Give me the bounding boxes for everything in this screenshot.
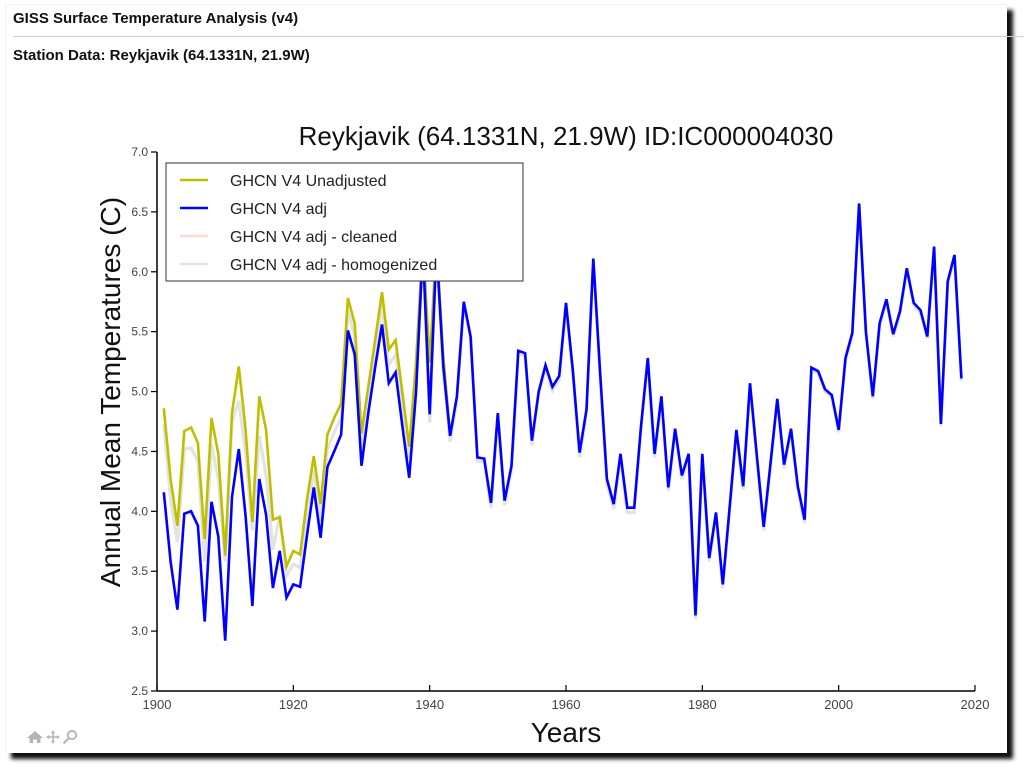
y-tick-label: 7.0 [131, 145, 148, 159]
legend-label: GHCN V4 adj [230, 201, 327, 218]
series-line-ghcn-v4-unadjusted [162, 241, 452, 572]
zoom-icon[interactable] [62, 729, 78, 750]
legend-box [165, 162, 524, 282]
pan-icon[interactable] [45, 729, 61, 750]
x-tick-label: 1920 [279, 697, 308, 712]
header-divider [13, 36, 1024, 37]
legend-label: GHCN V4 adj - homogenized [230, 257, 437, 274]
legend: GHCN V4 Unadjusted GHCN V4 adj GHCN V4 adj… [165, 162, 524, 282]
axes-layer: 2.5 3.0 3.5 4.0 4.5 5.0 5.5 6.0 6.5 7.0 1900 1920 19… [131, 145, 989, 712]
page-frame [5, 4, 1007, 753]
y-tick-label: 5.5 [131, 325, 148, 339]
x-tick-label: 2020 [961, 697, 990, 712]
x-tick-label: 2000 [824, 697, 853, 712]
y-tick-label: 3.5 [131, 564, 148, 578]
station-subtitle: Station Data: Reykjavik (64.1331N, 21.9W… [13, 47, 310, 64]
y-tick-label: 4.5 [131, 444, 148, 458]
y-tick-label: 6.5 [131, 205, 148, 219]
page-title: GISS Surface Temperature Analysis (v4) [13, 10, 299, 27]
home-icon[interactable] [26, 730, 44, 749]
y-tick-label: 4.0 [131, 504, 148, 518]
x-tick-label: 1960 [552, 697, 581, 712]
y-tick-label: 5.0 [131, 385, 148, 399]
x-axis-label: Years [531, 717, 602, 748]
series-layer [162, 203, 963, 641]
legend-label: GHCN V4 Unadjusted [230, 173, 387, 190]
chart-title: Reykjavik (64.1331N, 21.9W) ID:IC0000040… [299, 121, 834, 151]
x-tick-label: 1980 [688, 697, 717, 712]
series-line-ghcn-v4-adj [162, 203, 963, 641]
legend-label: GHCN V4 adj - cleaned [230, 229, 397, 246]
y-axis-label: Annual Mean Temperatures (C) [95, 197, 126, 587]
y-tick-label: 2.5 [131, 684, 148, 698]
y-tick-label: 6.0 [131, 265, 148, 279]
x-tick-label: 1900 [143, 697, 172, 712]
y-tick-label: 3.0 [131, 624, 148, 638]
x-tick-label: 1940 [415, 697, 444, 712]
chart-toolbar [26, 729, 78, 750]
